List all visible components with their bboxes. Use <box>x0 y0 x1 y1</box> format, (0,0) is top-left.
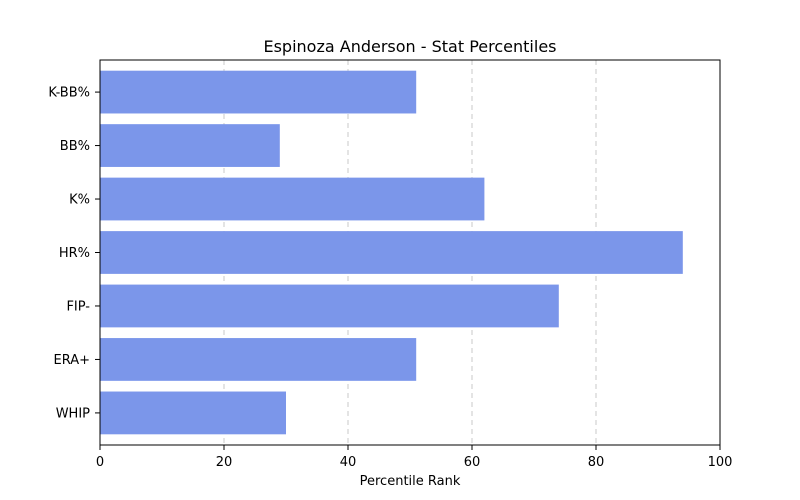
y-tick-label-era: ERA+ <box>53 353 90 368</box>
x-tick-label-80: 80 <box>588 455 605 470</box>
y-tick-label-fip: FIP- <box>66 299 90 314</box>
bar-hr <box>100 231 683 274</box>
bar-era <box>100 338 417 381</box>
x-tick-label-100: 100 <box>708 455 733 470</box>
x-axis-label: Percentile Rank <box>360 474 461 489</box>
y-tick-label-k: K% <box>69 193 90 208</box>
y-tick-label-bb: BB% <box>60 139 90 154</box>
bar-fip <box>100 284 559 328</box>
chart-title: Espinoza Anderson - Stat Percentiles <box>263 37 556 56</box>
x-tick-label-20: 20 <box>216 455 233 470</box>
bars <box>100 70 683 435</box>
y-axis-ticks: K-BB% BB% K% HR% FIP- ERA+ WHIP <box>48 86 100 421</box>
bar-k <box>100 177 485 221</box>
bar-bb <box>100 124 280 167</box>
x-tick-label-0: 0 <box>96 455 104 470</box>
x-axis-ticks: 0 20 40 60 80 100 <box>96 445 733 470</box>
y-tick-label-whip: WHIP <box>56 406 90 421</box>
y-tick-label-hr: HR% <box>59 246 90 261</box>
bar-k-bb <box>100 70 417 114</box>
y-tick-label-k-bb: K-BB% <box>48 86 90 101</box>
bar-whip <box>100 391 286 435</box>
x-tick-label-40: 40 <box>340 455 357 470</box>
x-tick-label-60: 60 <box>464 455 481 470</box>
